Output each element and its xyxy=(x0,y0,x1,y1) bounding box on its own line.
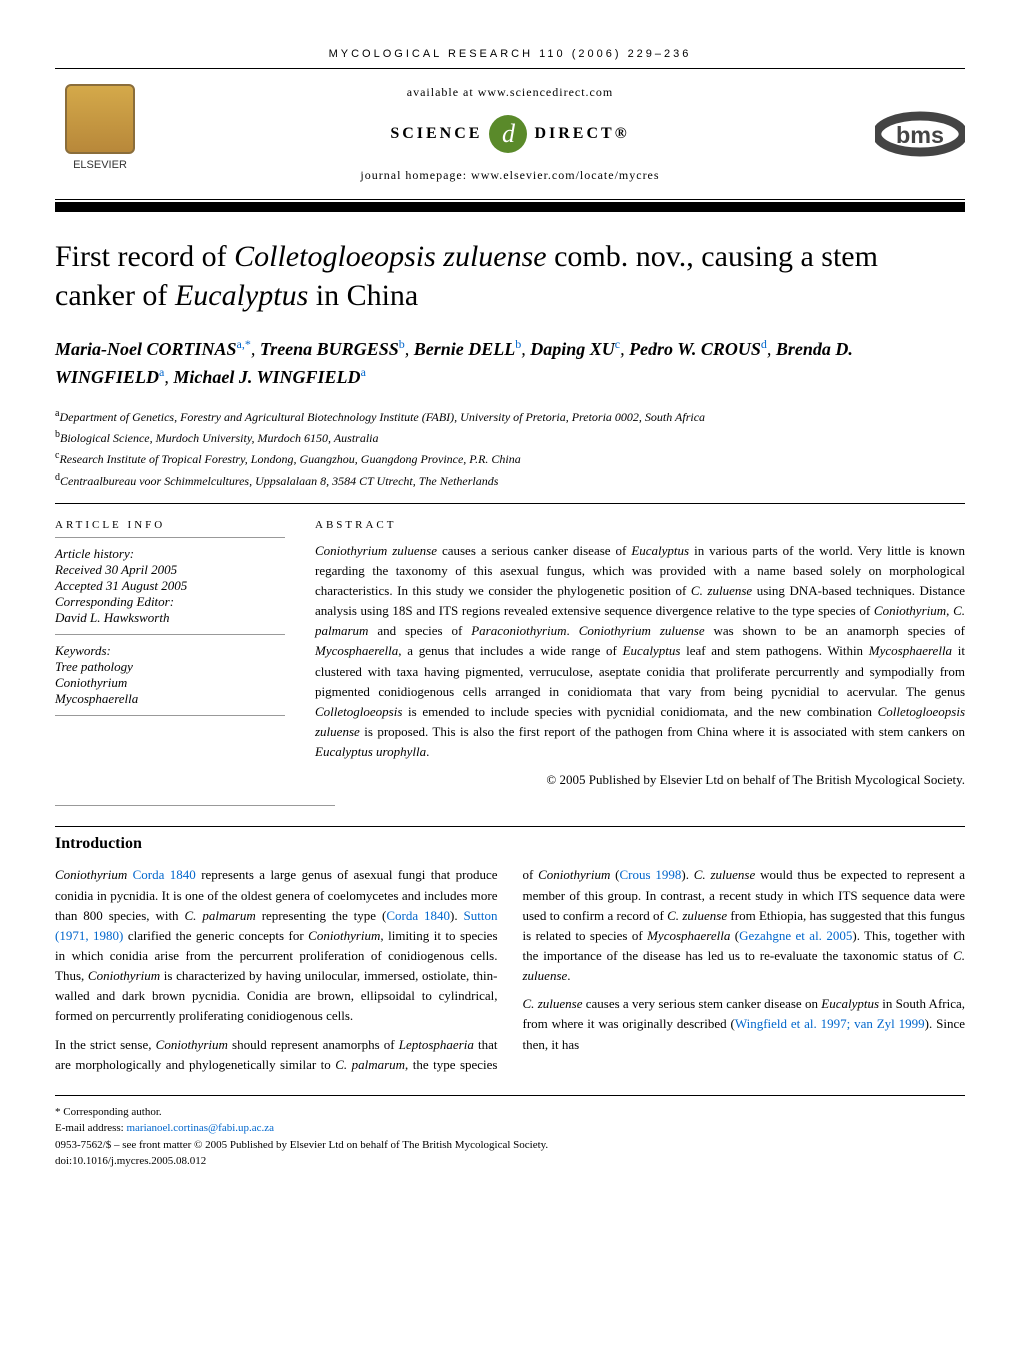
author-sup: a,* xyxy=(237,337,251,351)
info-bottom-rule xyxy=(55,805,335,806)
author-name: Daping XU xyxy=(530,339,615,359)
history-block: Article history: Received 30 April 2005 … xyxy=(55,546,285,635)
article-title: First record of Colletogloeopsis zuluens… xyxy=(55,237,965,315)
author-sup: b xyxy=(399,337,405,351)
available-text: available at www.sciencedirect.com xyxy=(145,85,875,100)
author-sup: a xyxy=(159,365,164,379)
accepted: Accepted 31 August 2005 xyxy=(55,578,285,594)
doi: doi:10.1016/j.mycres.2005.08.012 xyxy=(55,1153,965,1170)
elsevier-logo: ELSEVIER xyxy=(55,84,145,184)
editor-label: Corresponding Editor: xyxy=(55,594,285,610)
author-sup: b xyxy=(515,337,521,351)
svg-text:bms: bms xyxy=(896,122,944,148)
affiliation: dCentraalbureau voor Schimmelcultures, U… xyxy=(55,470,965,491)
keyword: Coniothyrium xyxy=(55,675,285,691)
elsevier-tree-icon xyxy=(65,84,135,154)
corresponding-author: * Corresponding author. xyxy=(55,1104,965,1121)
email-address[interactable]: marianoel.cortinas@fabi.up.ac.za xyxy=(126,1122,274,1134)
footer-copyright: 0953-7562/$ – see front matter © 2005 Pu… xyxy=(55,1137,965,1154)
received: Received 30 April 2005 xyxy=(55,562,285,578)
black-bar xyxy=(55,202,965,212)
history-label: Article history: xyxy=(55,546,285,562)
header-center: available at www.sciencedirect.com SCIEN… xyxy=(145,85,875,183)
affiliation: bBiological Science, Murdoch University,… xyxy=(55,427,965,448)
elsevier-label: ELSEVIER xyxy=(55,159,145,171)
keywords-block: Keywords: Tree pathology Coniothyrium My… xyxy=(55,643,285,716)
title-pre: First record of xyxy=(55,240,234,273)
affiliation: aDepartment of Genetics, Forestry and Ag… xyxy=(55,406,965,427)
header-band: ELSEVIER available at www.sciencedirect.… xyxy=(55,69,965,200)
abstract-copyright: © 2005 Published by Elsevier Ltd on beha… xyxy=(315,770,965,790)
intro-para1: Coniothyrium Corda 1840 represents a lar… xyxy=(55,865,498,1026)
introduction-heading: Introduction xyxy=(55,826,965,853)
footer: * Corresponding author. E-mail address: … xyxy=(55,1095,965,1170)
abstract-text: Coniothyrium zuluense causes a serious c… xyxy=(315,541,965,763)
author-sup: c xyxy=(615,337,620,351)
bms-logo: bms xyxy=(875,104,965,164)
sd-left: SCIENCE xyxy=(390,125,482,142)
affiliations: aDepartment of Genetics, Forestry and Ag… xyxy=(55,406,965,504)
homepage-text: journal homepage: www.elsevier.com/locat… xyxy=(145,168,875,183)
editor: David L. Hawksworth xyxy=(55,610,285,626)
author-name: Pedro W. CROUS xyxy=(629,339,761,359)
title-post: in China xyxy=(308,279,418,312)
authors: Maria-Noel CORTINASa,*, Treena BURGESSb,… xyxy=(55,335,965,391)
affiliation: cResearch Institute of Tropical Forestry… xyxy=(55,448,965,469)
email-line: E-mail address: marianoel.cortinas@fabi.… xyxy=(55,1120,965,1137)
sd-right: DIRECT® xyxy=(534,125,629,142)
introduction: Introduction Coniothyrium Corda 1840 rep… xyxy=(55,826,965,1074)
keyword: Tree pathology xyxy=(55,659,285,675)
author-name: Michael J. WINGFIELD xyxy=(173,367,360,387)
sciencedirect-logo: SCIENCE d DIRECT® xyxy=(145,115,875,153)
title-species1: Colletogloeopsis zuluense xyxy=(234,240,546,273)
abstract: ABSTRACT Coniothyrium zuluense causes a … xyxy=(315,519,965,791)
author-name: Treena BURGESS xyxy=(260,339,399,359)
email-label: E-mail address: xyxy=(55,1122,126,1134)
keyword: Mycosphaerella xyxy=(55,691,285,707)
author-name: Bernie DELL xyxy=(414,339,516,359)
author-sup: a xyxy=(361,365,366,379)
sd-icon: d xyxy=(489,115,527,153)
author-name: Maria-Noel CORTINAS xyxy=(55,339,237,359)
abstract-heading: ABSTRACT xyxy=(315,519,965,531)
info-abstract: ARTICLE INFO Article history: Received 3… xyxy=(55,519,965,791)
journal-header: MYCOLOGICAL RESEARCH 110 (2006) 229–236 xyxy=(55,40,965,69)
article-info: ARTICLE INFO Article history: Received 3… xyxy=(55,519,285,791)
body-columns: Coniothyrium Corda 1840 represents a lar… xyxy=(55,865,965,1074)
article-info-heading: ARTICLE INFO xyxy=(55,519,285,538)
title-species2: Eucalyptus xyxy=(175,279,308,312)
author-sup: d xyxy=(761,337,767,351)
intro-para3: C. zuluense causes a very serious stem c… xyxy=(523,994,966,1054)
keywords-label: Keywords: xyxy=(55,643,285,659)
